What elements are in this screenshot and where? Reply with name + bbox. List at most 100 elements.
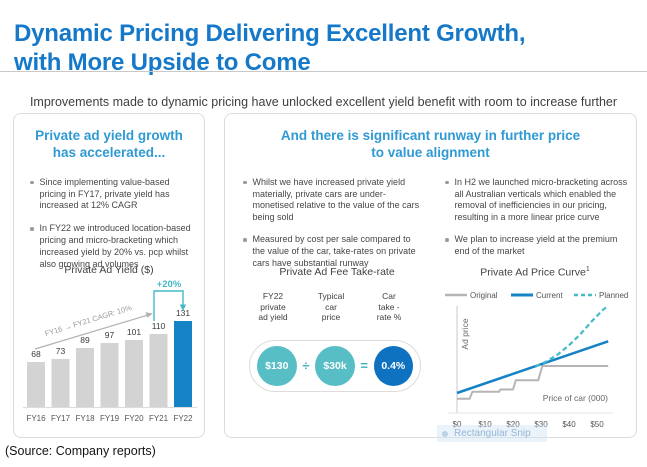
list-item: Since implementing value-based pricing i… [30,177,194,213]
cagr-arrow [34,314,149,350]
x-axis-label: Price of car (000) [543,393,608,403]
bar-FY16 [27,362,45,407]
bullet-text: In H2 we launched micro-bracketing acros… [454,176,628,223]
yield-chart-title: Private Ad Yield ($) [64,264,154,276]
yield-value-circle: $130 [257,345,297,386]
uplift-bracket [153,290,184,321]
bar-FY20 [125,340,143,407]
bullet-icon [30,180,34,185]
footnote-marker: 1 [585,266,590,273]
legend-label-current: Current [536,291,563,300]
x-tick-label: $10 [478,420,492,429]
bar-FY18 [76,348,94,407]
page-title: Dynamic Pricing Delivering Excellent Gro… [14,19,526,77]
bar-FY21 [149,334,168,407]
bullet-icon [30,227,34,231]
bullet-text: Whilst we have increased private yield m… [252,176,420,223]
list-item: Measured by cost per sale compared to th… [243,234,423,270]
title-divider [0,71,647,72]
bullet-text: Measured by cost per sale compared to th… [252,234,416,269]
bar-category-label: FY16 [26,414,46,423]
bar-category-label: FY20 [124,414,144,423]
series-planned [534,304,609,368]
bullet-column-2: In H2 we launched micro-bracketing acros… [445,177,631,281]
page-title-line2: with More Upside to Come [14,49,311,77]
source-note: (Source: Company reports) [5,444,156,458]
car-price-circle: $30k [315,345,355,386]
subtitle: Improvements made to dynamic pricing hav… [29,94,618,109]
right-panel: And there is significant runway in furth… [224,113,637,438]
bullet-column-1: Whilst we have increased private yield m… [243,177,423,281]
x-tick-label: $50 [590,420,604,429]
x-tick-labels: $0 $10 $20 $30 $40 $50 [453,420,605,429]
snip-icon [442,430,448,437]
uplift-arrowhead-icon [179,304,187,311]
right-panel-bullet-columns: Whilst we have increased private yield m… [243,177,636,281]
take-rate-header-1: FY22 private ad yield [258,291,288,323]
x-tick-label: $30 [534,420,548,429]
bar-category-label: FY22 [173,414,193,423]
bullet-text: We plan to increase yield at the premium… [454,234,618,257]
bar-category-label: FY21 [149,414,169,423]
bar-value-label: 89 [80,335,90,345]
left-panel-bullets: Since implementing value-based pricing i… [30,177,194,272]
take-rate-header-3: Car take - rate % [376,291,402,323]
bar-value-label: 101 [127,327,141,337]
uplift-label: +20% [157,279,182,290]
bar-value-label: 97 [105,330,115,340]
series-original [457,365,609,400]
take-rate-circle: 0.4% [373,345,414,386]
left-panel: Private ad yield growth has accelerated.… [13,113,205,438]
list-item: Whilst we have increased private yield m… [243,177,423,225]
legend-label-planned: Planned [599,291,628,300]
divide-operator: ÷ [302,358,310,374]
bar-category-label: FY19 [100,414,120,423]
cagr-arrowhead-icon [145,312,153,318]
x-tick-label: $0 [453,420,462,429]
x-tick-label: $20 [506,420,520,429]
left-heading-line2: has accelerated... [52,145,166,161]
bar-FY22 [174,321,192,407]
bar-value-label: 131 [176,308,190,318]
right-panel-heading: And there is significant runway in furth… [231,127,630,162]
list-item: In FY22 we introduced location-based pri… [30,223,194,271]
x-tick-label: $40 [562,420,576,429]
bar-chart-bars: 68 FY16 73 FY17 89 FY18 97 FY19 101 FY20 110 FY21 13… [26,308,193,423]
yield-bar-chart: 68 FY16 73 FY17 89 FY18 97 FY19 101 FY20 110 FY21 13… [23,279,197,423]
legend-label-original: Original [470,291,498,300]
take-rate-pill: $130 ÷ $30k = 0.4% [249,339,421,392]
bullet-text: Since implementing value-based pricing i… [39,176,170,211]
bar-value-label: 110 [152,321,166,331]
right-heading-line1: And there is significant runway in furth… [280,128,581,143]
bar-category-label: FY17 [51,414,71,423]
bullet-icon [243,180,247,185]
y-axis-label: Ad price [460,318,470,349]
take-rate-title: Private Ad Fee Take-rate [279,266,395,278]
left-heading-line1: Private ad yield growth [35,128,183,143]
bar-value-label: 68 [31,349,41,359]
price-curve-title: Private Ad Price Curve1 [480,266,590,279]
series-current [456,340,609,395]
bullet-icon [243,238,247,242]
price-curve-legend: Original Current Planned [445,291,628,300]
take-rate-header-2: Typical car price [317,291,345,323]
equals-operator: = [360,358,368,374]
list-item: We plan to increase yield at the premium… [445,234,631,258]
bullet-icon [445,180,449,185]
bar-category-label: FY18 [75,414,95,423]
bar-FY17 [51,359,70,407]
page-title-line1: Dynamic Pricing Delivering Excellent Gro… [14,20,526,48]
list-item: In H2 we launched micro-bracketing acros… [445,177,631,225]
bar-value-label: 73 [56,346,66,356]
take-rate-diagram: Private Ad Fee Take-rate FY22 private ad… [237,266,437,392]
snip-overlay-artifact: Rectangular Snip [437,425,547,442]
price-curve-series [456,304,609,400]
bar-FY19 [100,343,119,407]
take-rate-headers: FY22 private ad yield Typical car price … [244,291,437,323]
bullet-text: In FY22 we introduced location-based pri… [39,223,191,270]
price-curve-block: Private Ad Price Curve1 Original Current… [437,266,633,443]
price-curve-chart: Original Current Planned Ad price Price … [445,291,628,429]
right-heading-line2: to value alignment [371,145,490,161]
bullet-icon [445,238,449,242]
